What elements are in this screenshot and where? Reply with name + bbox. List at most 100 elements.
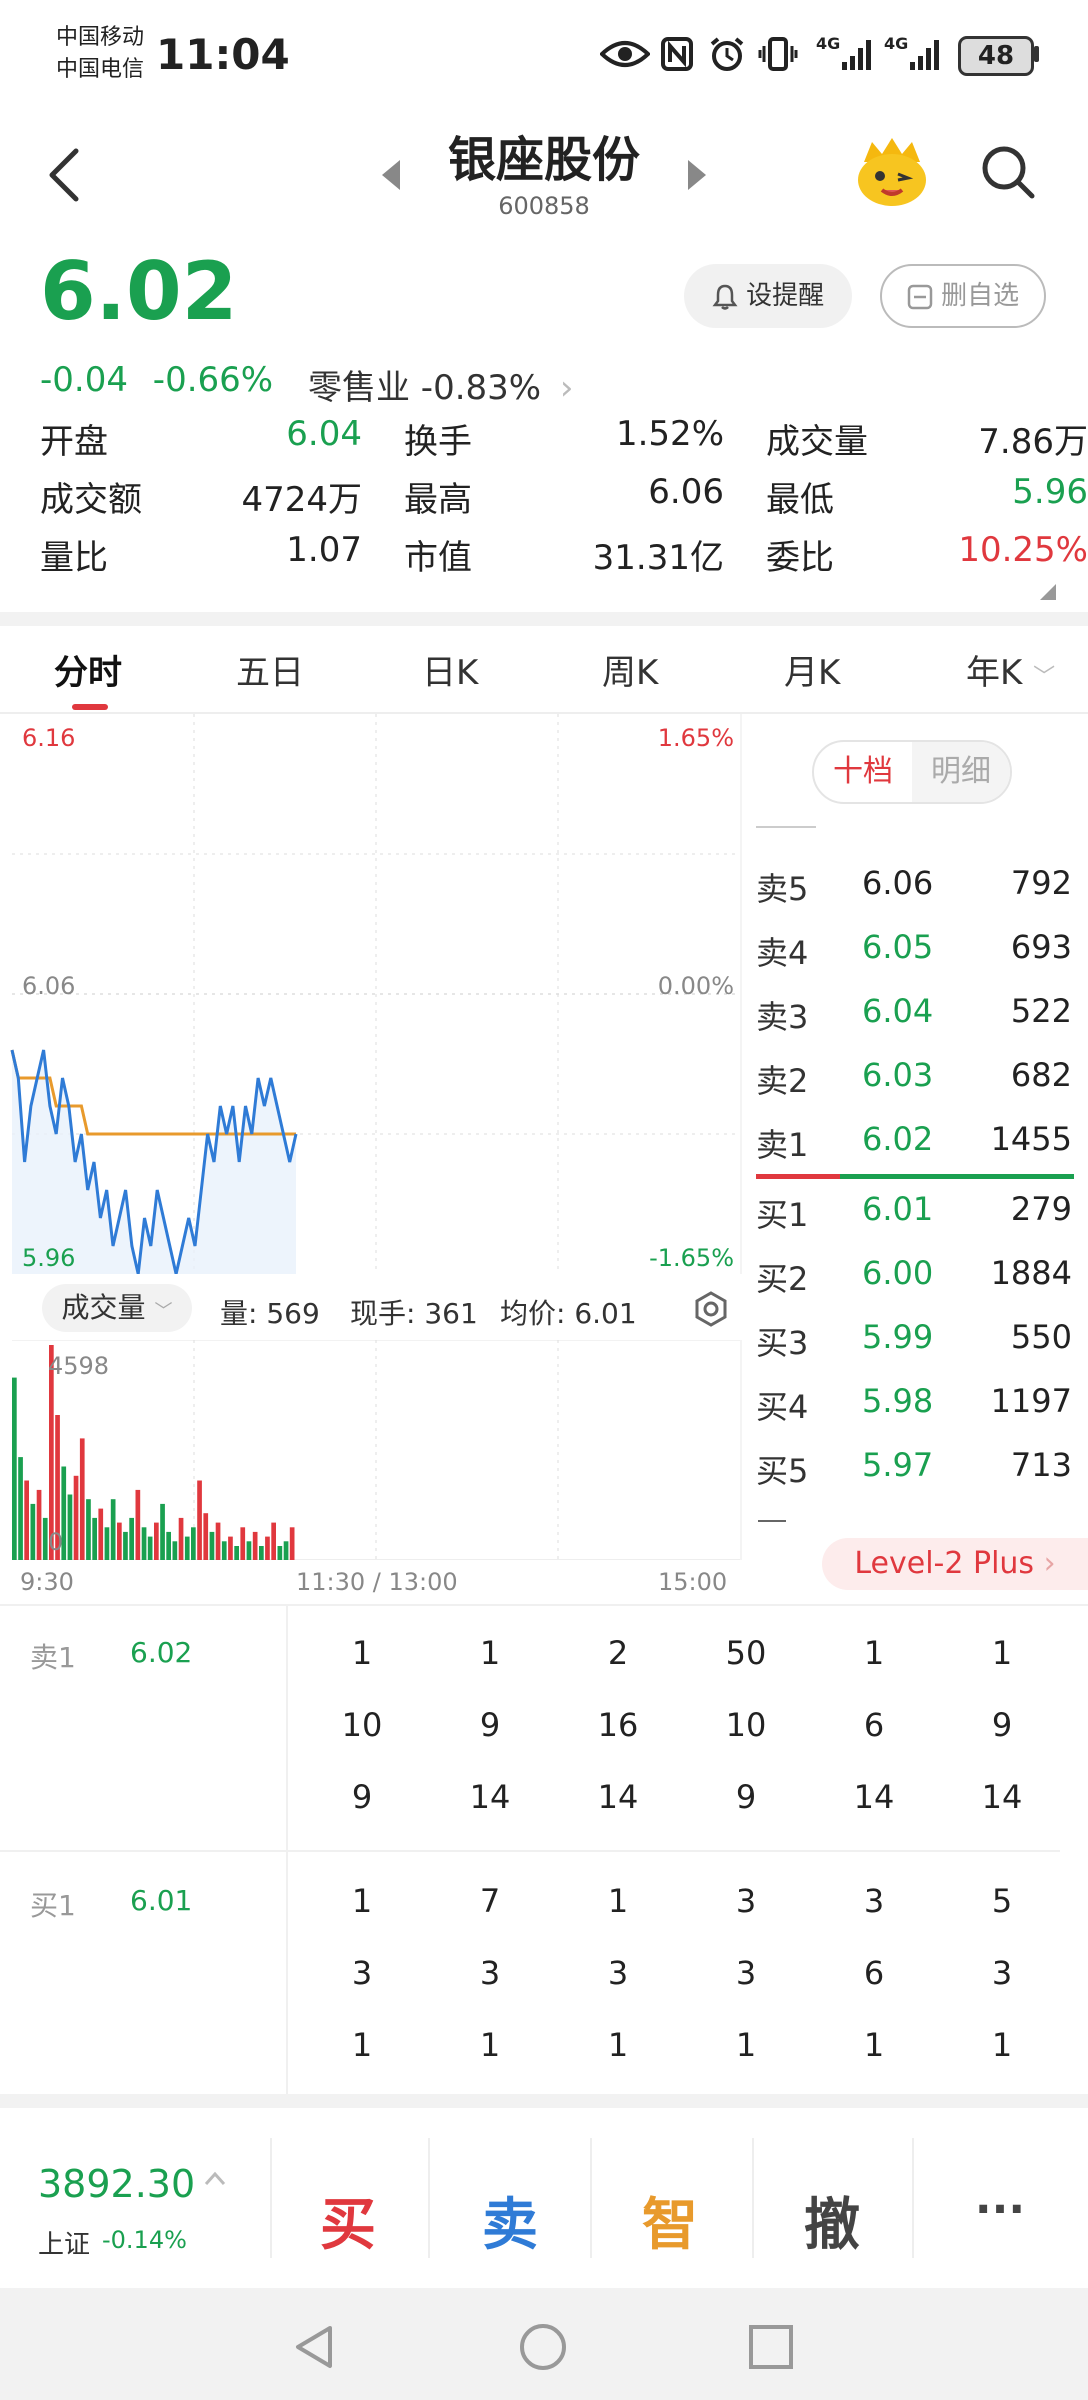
bid-1-qty: 279 <box>1010 1190 1072 1228</box>
volume-bar <box>197 1480 202 1560</box>
set-alert-button[interactable]: 设提醒 <box>684 264 852 328</box>
active-tab-indicator <box>72 704 108 710</box>
battery-tip <box>1034 46 1039 62</box>
tab-yearly-k-label: 年K <box>966 653 1023 693</box>
order-queue: 卖1 6.02 1 1 2 50 1 1 10 9 16 10 6 9 9 14 14 9 14 14 买1 6.… <box>0 1606 1088 2106</box>
volume-bar <box>191 1527 196 1560</box>
volume-bar <box>36 1489 42 1560</box>
nav-back-icon[interactable] <box>290 2322 340 2372</box>
sector-link[interactable]: 零售业 -0.83% › <box>308 360 574 409</box>
tabs-divider <box>0 712 1088 714</box>
sell-queue-cell: 14 <box>853 1778 895 1816</box>
ten-level-tab[interactable]: 十档 <box>833 754 893 789</box>
prev-stock-icon[interactable] <box>378 158 404 192</box>
bell-icon <box>712 284 738 310</box>
ask-1-qty: 1455 <box>990 1120 1072 1158</box>
bid-1-label: 买1 <box>756 1196 809 1234</box>
order-book-panel: 十档 明细 卖5 6.06 792 卖4 6.05 693 卖3 6.04 52… <box>742 714 1088 1604</box>
volume-bar <box>265 1536 270 1560</box>
buy-queue-cell: 3 <box>735 1954 757 1992</box>
buy-button[interactable]: 买 <box>320 2193 376 2258</box>
detail-tab[interactable]: 明细 <box>912 742 1010 802</box>
bid-3-price: 5.99 <box>862 1318 934 1356</box>
price-change-pct: -0.66% <box>152 360 274 400</box>
stat-value-high: 6.06 <box>648 472 724 512</box>
buy-queue-cell: 1 <box>351 1882 373 1920</box>
bid-2-qty: 1884 <box>990 1254 1072 1292</box>
more-button[interactable]: ··· <box>974 2184 1026 2235</box>
set-alert-label: 设提醒 <box>746 281 825 311</box>
bid-4-label: 买4 <box>756 1388 809 1426</box>
network-type-1: 4G <box>816 34 841 53</box>
price-change: -0.04 <box>40 360 128 400</box>
tab-monthly-k[interactable]: 月K <box>784 653 841 693</box>
back-arrow-icon[interactable] <box>44 145 84 205</box>
stat-value-order-ratio: 10.25% <box>958 530 1088 570</box>
buy-queue-cell: 3 <box>479 1954 501 1992</box>
status-time: 11:04 <box>156 30 290 79</box>
volume-bar <box>123 1531 128 1560</box>
time-axis-mid: 11:30 / 13:00 <box>296 1568 458 1596</box>
tab-weekly-k[interactable]: 周K <box>602 653 659 693</box>
clipped-ask-row <box>756 818 1086 834</box>
volume-bar <box>67 1494 73 1560</box>
sell-queue-cell: 10 <box>725 1706 767 1744</box>
sell-queue-cell: 50 <box>725 1634 767 1672</box>
stat-label-open: 开盘 <box>40 422 108 462</box>
nav-home-icon[interactable] <box>518 2322 568 2372</box>
intraday-price-chart[interactable] <box>0 714 742 1274</box>
bid-3-qty: 550 <box>1010 1318 1072 1356</box>
carrier-2: 中国电信 <box>56 57 145 82</box>
bid-4-price: 5.98 <box>862 1382 934 1420</box>
status-bar: 中国移动 中国电信 11:04 4G 4G 48 <box>0 0 1088 110</box>
search-icon[interactable] <box>980 144 1036 200</box>
tab-intraday[interactable]: 分时 <box>54 653 122 693</box>
volume-bar <box>234 1546 239 1560</box>
tab-daily-k[interactable]: 日K <box>422 653 479 693</box>
expand-corner-icon[interactable] <box>1040 584 1056 600</box>
action-divider-3 <box>590 2138 592 2258</box>
buy-queue-cell: 3 <box>863 1882 885 1920</box>
chevron-down-icon: ﹀ <box>154 1301 173 1322</box>
cancel-order-button[interactable]: 撤 <box>804 2193 860 2258</box>
bid-5-price: 5.97 <box>862 1446 934 1484</box>
settings-hexagon-icon[interactable] <box>692 1290 730 1328</box>
section-divider <box>0 612 1088 626</box>
buy-queue-cell: 1 <box>607 1882 629 1920</box>
volume-bar <box>30 1503 36 1560</box>
buy-queue-cell: 7 <box>479 1882 501 1920</box>
action-divider-4 <box>752 2138 754 2258</box>
ask-bid-divider-green <box>840 1174 1074 1179</box>
tab-five-day[interactable]: 五日 <box>236 653 304 693</box>
volume-indicator-selector[interactable]: 成交量 ﹀ <box>42 1284 192 1332</box>
volume-axis-zero: 0 <box>48 1528 64 1556</box>
volume-chart[interactable] <box>0 1340 742 1560</box>
sell-queue-cell: 2 <box>607 1634 629 1672</box>
volume-bar <box>215 1522 221 1560</box>
volume-bar <box>12 1377 17 1560</box>
nav-recents-icon[interactable] <box>746 2322 796 2372</box>
stat-label-turnover: 换手 <box>404 422 472 462</box>
level2-plus-button[interactable]: Level-2 Plus › <box>822 1538 1088 1590</box>
ask-3-label: 卖3 <box>756 998 809 1036</box>
sell-queue-cell: 1 <box>863 1634 885 1672</box>
sell-queue-cell: 6 <box>863 1706 885 1744</box>
sell-button[interactable]: 卖 <box>482 2193 538 2258</box>
buy-queue-cell: 1 <box>607 2026 629 2064</box>
ask-3-price: 6.04 <box>862 992 934 1030</box>
tab-yearly-k[interactable]: 年K ﹀ <box>966 645 1055 694</box>
volume-bars <box>12 1345 295 1560</box>
next-stock-icon[interactable] <box>684 158 710 192</box>
buy-queue-cell: 6 <box>863 1954 885 1992</box>
remove-watchlist-button[interactable]: 删自选 <box>880 264 1046 328</box>
ask-4-label: 卖4 <box>756 934 809 972</box>
index-value[interactable]: 3892.30 <box>38 2162 196 2206</box>
queue-sell-label: 卖1 <box>30 1641 76 1674</box>
pct-axis-mid: 0.00% <box>657 972 734 1000</box>
current-hand: 现手: 361 <box>350 1297 478 1330</box>
chevron-up-icon[interactable] <box>204 2170 226 2186</box>
smart-button[interactable]: 智 <box>642 2193 698 2258</box>
mascot-icon[interactable] <box>852 132 932 212</box>
stat-label-order-ratio: 委比 <box>766 538 834 578</box>
buy-queue-cell: 1 <box>479 2026 501 2064</box>
